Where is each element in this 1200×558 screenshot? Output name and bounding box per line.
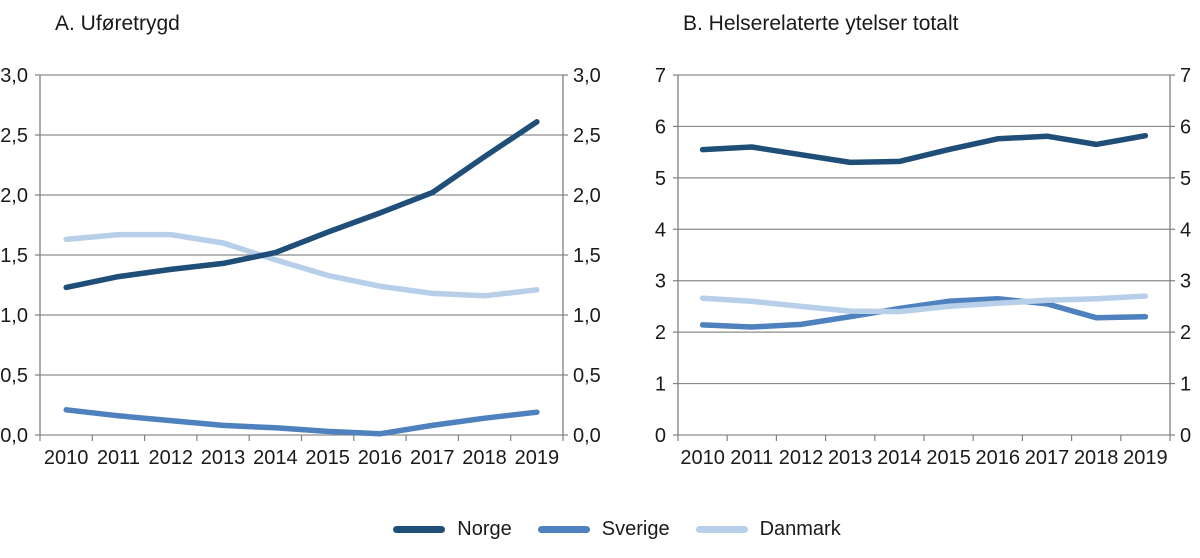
y-axis-label-right: 2,5 xyxy=(573,125,601,147)
x-axis-label: 2015 xyxy=(305,447,350,469)
y-axis-label-right: 5 xyxy=(1180,168,1191,190)
legend-item-sverige: Sverige xyxy=(537,518,670,541)
x-axis-label: 2011 xyxy=(97,447,140,469)
x-axis-label: 2012 xyxy=(779,447,824,469)
y-axis-label-right: 0 xyxy=(1180,425,1191,447)
y-axis-label-right: 7 xyxy=(1180,65,1191,87)
x-axis-label: 2018 xyxy=(462,447,507,469)
sverige-line-swatch xyxy=(537,526,590,533)
legend-item-danmark: Danmark xyxy=(695,518,841,541)
charts-canvas: 3,0 3,0 2,5 2,5 2,0 2,0 1,5 1,5 1,0 1,0 0,5 0,5 0,0 0… xyxy=(0,65,1191,469)
legend-label-danmark: Danmark xyxy=(759,518,841,540)
series-line-sverige xyxy=(699,295,1149,330)
series-line-norge xyxy=(63,119,540,291)
x-axis-label: 2017 xyxy=(1025,447,1070,469)
x-axis-label: 2014 xyxy=(253,447,298,469)
y-axis-label-right: 1,0 xyxy=(573,305,601,327)
y-axis-label-right: 3,0 xyxy=(573,65,601,87)
series-line-sverige xyxy=(63,407,540,437)
legend-item-norge: Norge xyxy=(393,518,512,541)
x-axis-label: 2013 xyxy=(201,447,246,469)
y-axis-label-left: 2,0 xyxy=(0,185,28,207)
y-axis-label-right: 0,0 xyxy=(573,425,601,447)
x-axis-label: 2019 xyxy=(1123,447,1168,469)
legend: Norge Sverige Danmark xyxy=(0,518,1200,541)
x-axis-label: 2019 xyxy=(515,447,560,469)
series-line-danmark xyxy=(63,231,540,299)
y-axis-label-right: 1,5 xyxy=(573,245,601,267)
y-axis-label-left: 1 xyxy=(655,374,666,396)
y-axis-label-right: 3 xyxy=(1180,271,1191,293)
chart-a-title: A. Uføretrygd xyxy=(55,12,180,35)
series-line-danmark xyxy=(699,293,1149,315)
y-axis-label-left: 2 xyxy=(655,322,666,344)
legend-label-norge: Norge xyxy=(457,518,512,540)
x-axis-label: 2014 xyxy=(877,447,922,469)
chart-b-title: B. Helserelaterte ytelser totalt xyxy=(683,12,959,35)
x-axis-label: 2018 xyxy=(1074,447,1119,469)
y-axis-label-left: 3 xyxy=(655,271,666,293)
x-axis-label: 2010 xyxy=(680,447,725,469)
y-axis-label-right: 2 xyxy=(1180,322,1191,344)
x-axis-label: 2015 xyxy=(926,447,971,469)
x-axis-label: 2013 xyxy=(828,447,873,469)
y-axis-label-left: 2,5 xyxy=(0,125,28,147)
y-axis-label-right: 6 xyxy=(1180,116,1191,138)
y-axis-label-left: 3,0 xyxy=(0,65,28,87)
y-axis-label-left: 0,5 xyxy=(0,365,28,387)
y-axis-label-right: 1 xyxy=(1180,374,1191,396)
y-axis-label-left: 1,0 xyxy=(0,305,28,327)
y-axis-label-left: 7 xyxy=(655,65,666,87)
x-axis-label: 2016 xyxy=(976,447,1021,469)
y-axis-label-left: 0,0 xyxy=(0,425,28,447)
y-axis-label-right: 4 xyxy=(1180,219,1191,241)
y-axis-label-left: 6 xyxy=(655,116,666,138)
series-line-norge xyxy=(699,132,1149,166)
x-axis-label: 2012 xyxy=(149,447,194,469)
y-axis-label-right: 2,0 xyxy=(573,185,601,207)
legend-label-sverige: Sverige xyxy=(601,518,670,540)
x-axis-label: 2016 xyxy=(358,447,403,469)
norge-line-swatch xyxy=(393,526,446,533)
y-axis-label-right: 0,5 xyxy=(573,365,601,387)
y-axis-label-left: 1,5 xyxy=(0,245,28,267)
y-axis-label-left: 0 xyxy=(655,425,666,447)
x-axis-label: 2011 xyxy=(730,447,773,469)
x-axis-label: 2017 xyxy=(410,447,455,469)
x-axis-label: 2010 xyxy=(44,447,89,469)
y-axis-label-left: 4 xyxy=(655,219,666,241)
danmark-line-swatch xyxy=(695,526,748,533)
y-axis-label-left: 5 xyxy=(655,168,666,190)
